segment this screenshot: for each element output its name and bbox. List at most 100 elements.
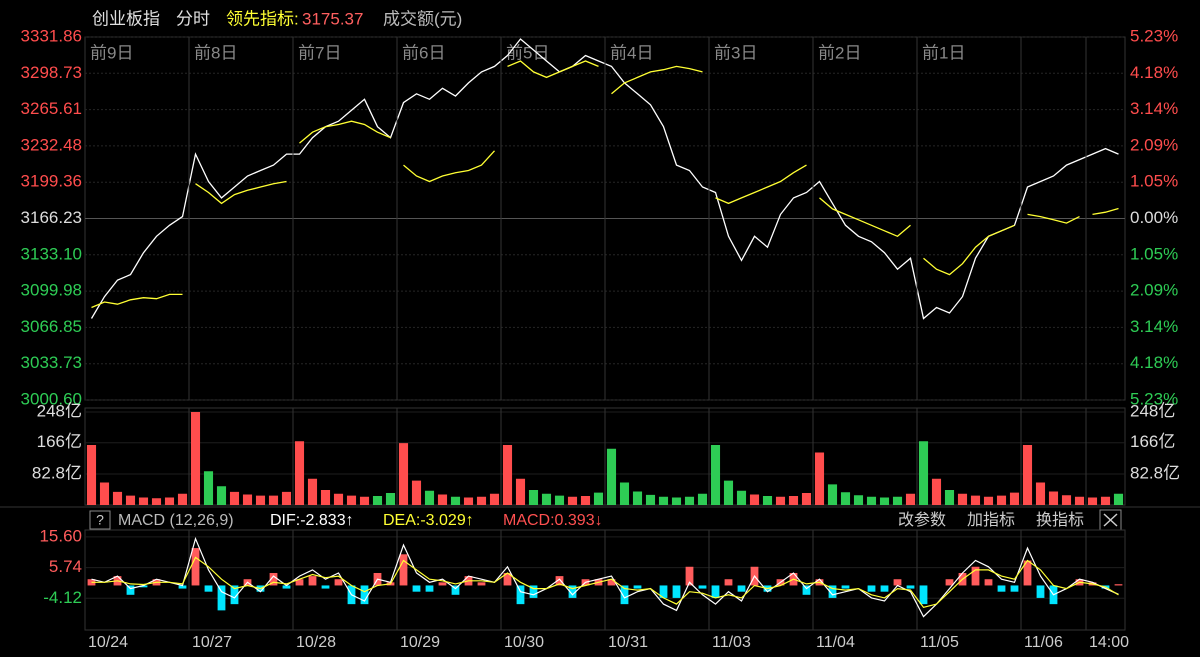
y2-tick-label: 3.14% — [1130, 317, 1178, 336]
volume-bar — [723, 480, 734, 505]
y-tick-label: 3331.86 — [21, 26, 82, 45]
volume-bar — [606, 448, 617, 505]
volume-bar — [957, 493, 968, 505]
volume-bar — [489, 493, 500, 505]
volume-bar — [749, 494, 760, 505]
y-tick-label: 3000.60 — [21, 389, 82, 408]
macd-bar — [620, 585, 629, 605]
volume-bar — [996, 495, 1007, 505]
volume-bar — [970, 495, 981, 505]
y2-tick-label: 5.23% — [1130, 389, 1178, 408]
volume-bar — [125, 495, 136, 505]
macd-bar — [477, 582, 486, 586]
y-tick-label: 3199.36 — [21, 172, 82, 191]
volume-bar — [190, 412, 201, 505]
macd-bar — [724, 579, 733, 586]
volume-bar — [658, 496, 669, 505]
lead-line — [299, 120, 391, 144]
volume-bar — [1100, 496, 1111, 505]
macd-bar — [685, 566, 694, 586]
volume-bar — [281, 491, 292, 505]
volume-bar — [411, 480, 422, 505]
volume-bar — [99, 482, 110, 505]
macd-bar — [1023, 560, 1032, 586]
volume-bar — [372, 496, 383, 505]
volume-bar — [710, 445, 721, 505]
macd-label: MACD:0.393↓ — [503, 512, 603, 529]
volume-bar — [502, 445, 513, 505]
x-tick-label: 11/03 — [712, 634, 751, 651]
index-name: 创业板指 — [92, 9, 160, 28]
volume-bar — [229, 491, 240, 505]
x-tick-label: 14:00 — [1089, 634, 1129, 651]
macd-bar — [555, 576, 564, 586]
lead-line — [923, 224, 1015, 276]
volume-bar — [268, 495, 279, 505]
macd-bar — [802, 585, 811, 595]
volume-bar — [1113, 493, 1124, 505]
volume-bar — [840, 492, 851, 505]
volume-bar — [359, 496, 370, 505]
volume-bar — [346, 495, 357, 505]
volume-bar — [762, 496, 773, 505]
macd-bar — [438, 582, 447, 586]
macd-bar — [451, 585, 460, 595]
macd-bar — [126, 585, 135, 595]
volume-bar — [905, 493, 916, 505]
volume-bar — [476, 496, 487, 505]
macd-bar — [321, 585, 330, 589]
lead-line — [91, 293, 183, 309]
macd-bar — [360, 585, 369, 605]
lead-line — [819, 197, 911, 238]
lead-label: 领先指标: — [226, 9, 299, 28]
volume-bar — [619, 482, 630, 505]
lead-line — [195, 180, 287, 205]
macd-bar — [672, 585, 681, 598]
x-tick-label: 10/24 — [88, 634, 128, 651]
macd-bar — [659, 585, 668, 598]
macd-bar — [139, 585, 148, 588]
day-label: 前2日 — [818, 43, 861, 62]
volume-bar — [541, 493, 552, 505]
volume-bar — [242, 494, 253, 505]
volume-bar — [554, 495, 565, 505]
volume-bar — [294, 441, 305, 505]
volume-bar — [450, 496, 461, 505]
macd-bar — [230, 585, 239, 605]
y-tick-label: 82.8亿 — [32, 463, 82, 482]
day-label: 前7日 — [298, 43, 341, 62]
volume-bar — [528, 490, 539, 505]
volume-bar — [1087, 497, 1098, 505]
button[interactable]: 换指标 — [1036, 511, 1084, 529]
y2-tick-label: 1.05% — [1130, 172, 1178, 191]
volume-bar — [463, 497, 474, 505]
button[interactable]: 加指标 — [967, 511, 1015, 529]
y2-tick-label: 3.14% — [1130, 99, 1178, 118]
volume-bar — [333, 493, 344, 505]
x-tick-label: 11/05 — [920, 634, 959, 651]
volume-bar — [788, 496, 799, 505]
y2-tick-label: 248亿 — [1130, 401, 1175, 420]
macd-bar — [1036, 585, 1045, 598]
volume-bar — [437, 494, 448, 505]
volume-bar — [112, 491, 123, 505]
help[interactable]: ? — [96, 512, 104, 528]
macd-bar — [919, 585, 928, 605]
close-icon[interactable] — [1103, 513, 1118, 527]
volume-bar — [827, 484, 838, 505]
y-tick-label: 3265.61 — [21, 99, 82, 118]
button[interactable]: 改参数 — [898, 511, 946, 529]
volume-bar — [736, 490, 747, 505]
volume-bar — [671, 497, 682, 505]
volume-bar — [203, 471, 214, 505]
help-box[interactable] — [89, 510, 111, 530]
macd-bar — [997, 585, 1006, 592]
x-tick-label: 11/06 — [1024, 634, 1063, 651]
y2-tick-label: 4.18% — [1130, 353, 1178, 372]
mode[interactable]: 分时 — [176, 9, 210, 28]
y-tick-label: 5.74 — [49, 557, 82, 576]
macd-bar — [503, 572, 512, 586]
y-tick-label: -4.12 — [43, 588, 82, 607]
volume-bar — [918, 441, 929, 505]
